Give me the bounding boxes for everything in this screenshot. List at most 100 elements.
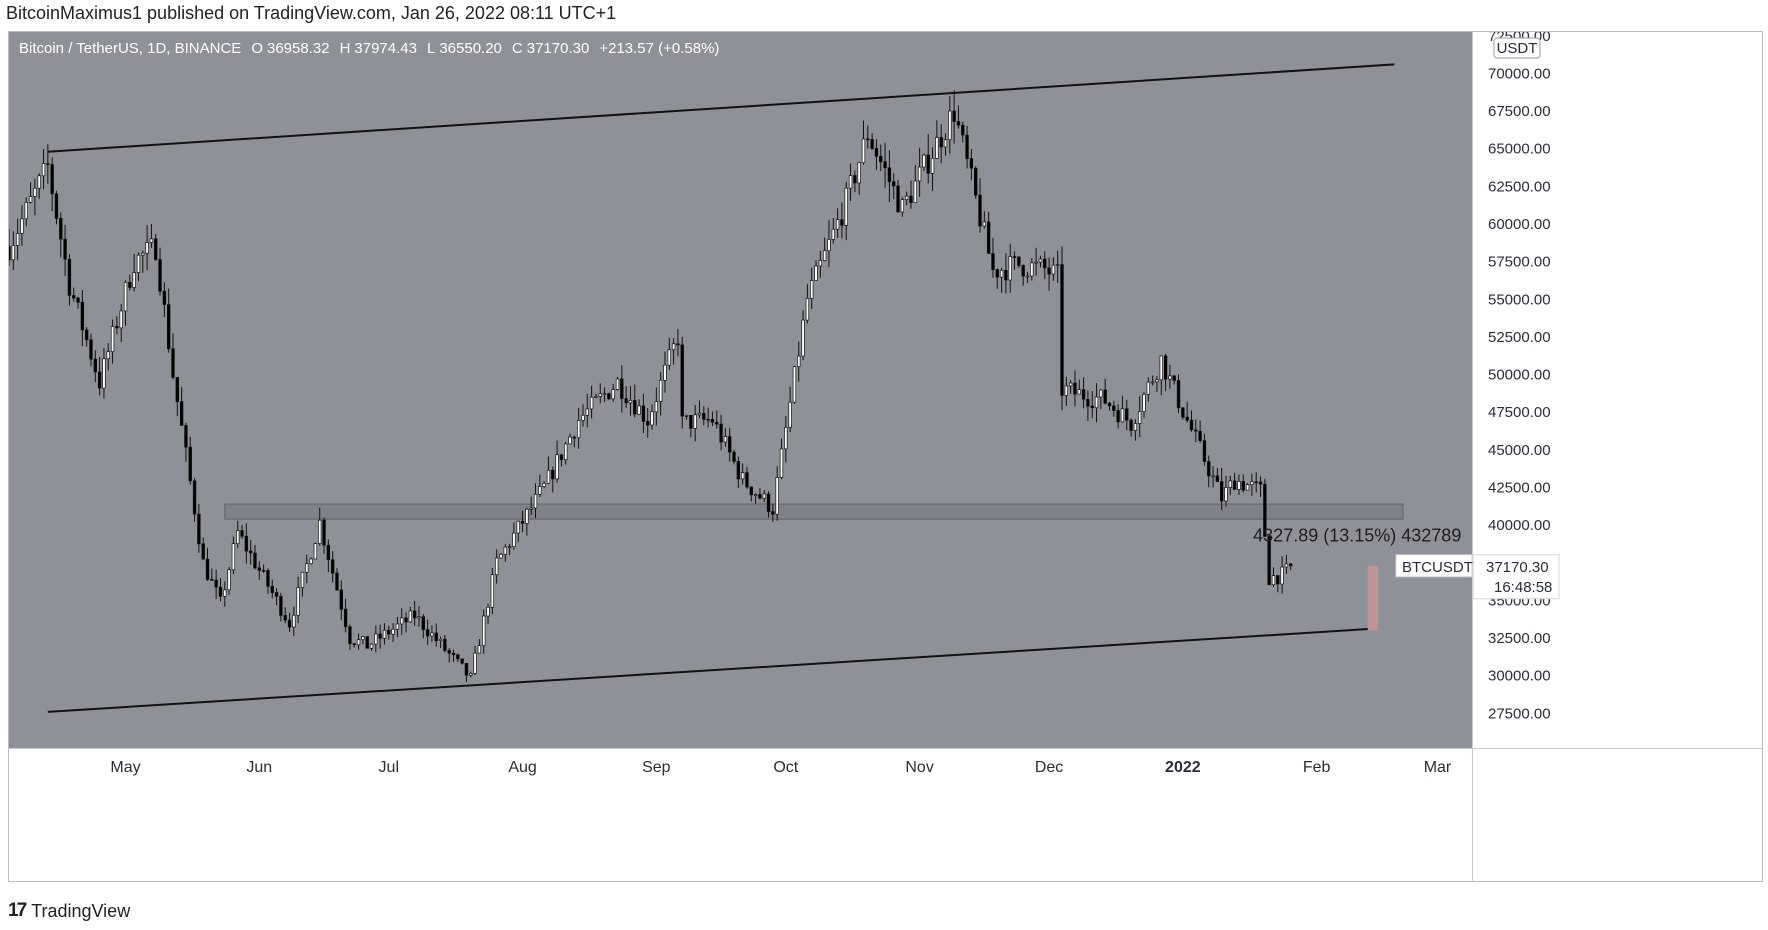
candle-body: [857, 162, 861, 184]
candle-body: [840, 219, 844, 226]
candle-body: [732, 451, 736, 462]
candle-body: [456, 654, 460, 660]
candle-body: [697, 412, 702, 416]
candle-body: [141, 252, 145, 256]
candle-body: [391, 628, 395, 635]
candle-body: [50, 164, 54, 195]
candle-body: [870, 139, 874, 149]
candle-body: [1267, 536, 1271, 586]
candle: [792, 366, 797, 404]
candle-body: [818, 260, 823, 267]
candle: [926, 134, 930, 184]
candle-body: [257, 567, 261, 571]
candle-body: [529, 507, 533, 510]
candle: [581, 404, 585, 427]
candle: [1099, 389, 1103, 410]
candle: [434, 623, 438, 647]
candle: [999, 267, 1004, 293]
candle-body: [171, 348, 175, 378]
candle: [568, 433, 572, 445]
candle: [1172, 374, 1176, 385]
candle-body: [352, 643, 356, 646]
candle-body: [1094, 396, 1099, 409]
candle: [822, 237, 827, 262]
candle: [1276, 575, 1280, 593]
candle: [896, 179, 900, 213]
candle-body: [1073, 382, 1077, 395]
candle: [542, 481, 546, 489]
candle: [637, 399, 641, 415]
candle-body: [904, 195, 909, 200]
candle-body: [611, 389, 615, 400]
candle-body: [728, 436, 732, 453]
candle-body: [266, 570, 270, 587]
candle: [374, 625, 378, 653]
candle: [382, 622, 387, 645]
candle: [179, 386, 184, 426]
candle-body: [1185, 416, 1189, 421]
candle-body: [1021, 265, 1025, 277]
candle-body: [620, 378, 624, 399]
candle-body: [24, 202, 28, 220]
candle-body: [248, 550, 253, 554]
candle: [477, 639, 482, 654]
candle: [11, 231, 16, 270]
candle: [1245, 483, 1250, 491]
candle-body: [28, 196, 33, 203]
price-tick-label: 50000.00: [1488, 367, 1551, 384]
legend-high-label: H: [340, 40, 351, 57]
candle-body: [948, 110, 952, 141]
chart-panel[interactable]: 4327.89 (13.15%) 432789 72500.0070000.00…: [8, 31, 1763, 882]
candle-body: [240, 530, 244, 537]
price-tick-label: 65000.00: [1488, 141, 1551, 158]
time-tick-label: May: [110, 759, 140, 776]
candle: [982, 211, 987, 229]
candle-body: [421, 616, 425, 630]
candle-body: [395, 623, 400, 630]
candle: [158, 247, 162, 296]
candle: [24, 197, 28, 227]
candle: [1228, 475, 1233, 496]
candle-body: [9, 246, 11, 261]
legend-symbol-name: Bitcoin / TetherUS, 1D, BINANCE: [19, 40, 241, 57]
candle-body: [650, 411, 654, 426]
candle-body: [525, 508, 529, 524]
candle-body: [76, 297, 80, 303]
candle-body: [145, 242, 149, 254]
candle: [404, 612, 408, 633]
candle: [231, 536, 236, 575]
candle-body: [236, 530, 240, 545]
candle: [205, 547, 210, 582]
candle-body: [689, 415, 693, 429]
candle: [136, 252, 141, 282]
candle-body: [1068, 382, 1073, 387]
price-chart[interactable]: 4327.89 (13.15%) 432789 72500.0070000.00…: [9, 32, 1762, 881]
candle-body: [20, 218, 24, 234]
candle: [779, 438, 784, 480]
candle: [961, 121, 965, 143]
tradingview-footer[interactable]: 17 TradingView: [8, 900, 130, 922]
candle: [654, 387, 659, 426]
candle: [922, 153, 926, 171]
candle: [1081, 377, 1086, 409]
candle: [1142, 391, 1146, 419]
candle: [909, 180, 913, 209]
candle: [892, 173, 896, 199]
candle-body: [792, 366, 797, 403]
candle-body: [883, 161, 887, 169]
candle: [421, 614, 425, 639]
candle-body: [861, 138, 866, 164]
candle: [1271, 567, 1276, 588]
candle: [1073, 370, 1077, 407]
candle-body: [1284, 563, 1289, 568]
candle-body: [482, 615, 486, 647]
candle-body: [1241, 481, 1245, 491]
candle-body: [671, 343, 676, 351]
candle: [628, 385, 633, 416]
candle: [512, 522, 516, 550]
candle: [952, 90, 956, 144]
candle-body: [1146, 381, 1151, 395]
candle: [641, 393, 646, 434]
candle: [766, 491, 771, 518]
candle: [1258, 476, 1263, 497]
